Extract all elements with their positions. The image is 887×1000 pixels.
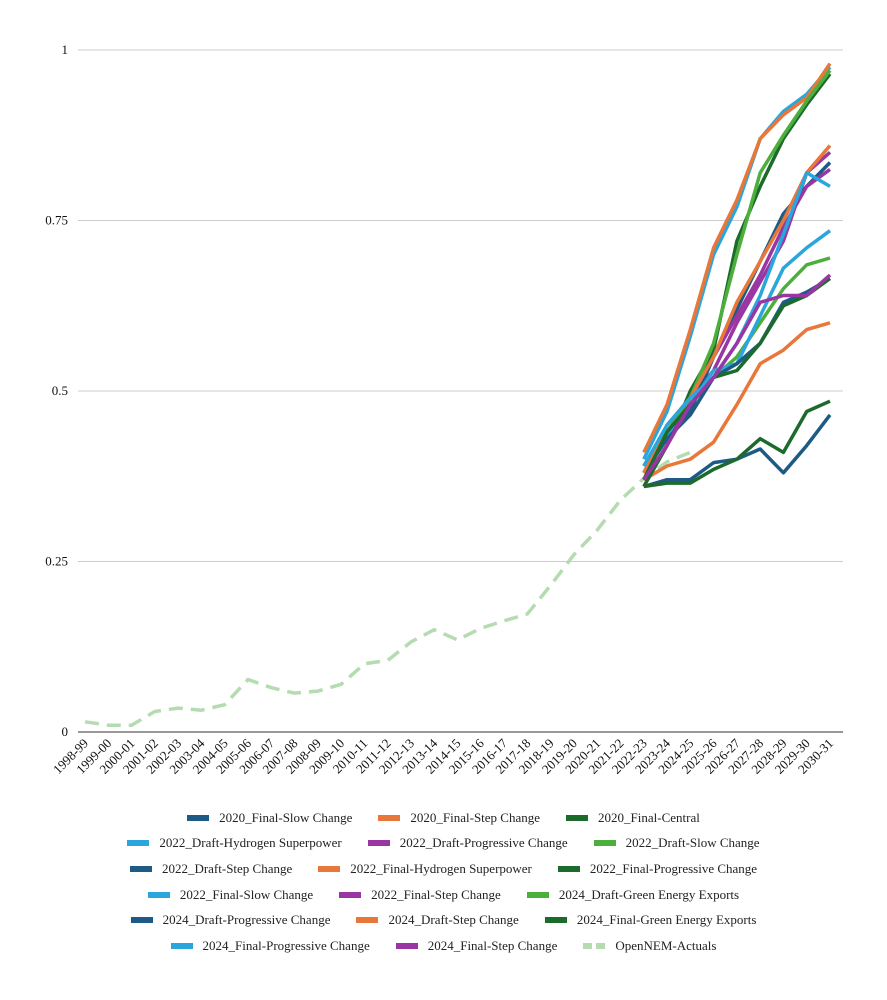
- legend-item: 2024_Final-Step Change: [395, 937, 558, 954]
- legend-item: 2022_Final-Slow Change: [147, 886, 314, 903]
- legend-swatch: [318, 865, 341, 872]
- legend-swatch: [187, 814, 210, 821]
- legend-row: 2022_Draft-Step Change 2022_Final-Hydroge…: [0, 856, 887, 882]
- legend-label: 2024_Final-Step Change: [427, 937, 558, 953]
- series-line: [642, 321, 831, 482]
- series-line: [642, 65, 832, 460]
- legend-swatch: [367, 840, 390, 847]
- legend-item: 2020_Final-Step Change: [378, 810, 540, 826]
- y-tick-label: 0.75: [45, 213, 68, 228]
- legend-label: 2022_Draft-Progressive Change: [399, 835, 568, 851]
- legend-row: 2022_Final-Slow Change 2022_Final-Step Ch…: [0, 882, 887, 908]
- legend-swatch: [130, 917, 153, 924]
- legend-item: 2022_Final-Hydrogen Superpower: [318, 861, 532, 877]
- legend-swatch: [526, 891, 549, 898]
- legend-row: 2024_Draft-Progressive Change 2024_Draft-…: [0, 907, 887, 933]
- legend-label: 2022_Draft-Hydrogen Superpower: [159, 835, 342, 851]
- legend-item: 2020_Final-Slow Change: [187, 810, 352, 826]
- legend-row: 2024_Final-Progressive Change 2024_Final-…: [0, 933, 887, 959]
- legend-item: 2022_Draft-Step Change: [129, 860, 293, 877]
- legend-swatch: [356, 917, 379, 924]
- y-tick-label: 0.25: [45, 554, 68, 569]
- legend-label: 2022_Draft-Step Change: [161, 860, 293, 876]
- y-tick-label: 0: [62, 724, 69, 739]
- legend-swatch: [395, 942, 418, 949]
- legend-item: 2022_Final-Step Change: [339, 887, 501, 903]
- legend-label: 2022_Final-Hydrogen Superpower: [350, 860, 532, 876]
- legend-swatch: [129, 865, 152, 872]
- legend-swatch: [378, 814, 401, 821]
- legend-item: 2022_Draft-Hydrogen Superpower: [127, 835, 342, 851]
- legend-label: 2020_Final-Central: [598, 809, 700, 825]
- legend-label: 2024_Final-Progressive Change: [202, 937, 370, 953]
- legend-swatch: [147, 891, 170, 898]
- series-line: [643, 399, 831, 489]
- legend-item: 2020_Final-Central: [566, 810, 700, 826]
- y-tick-label: 0.5: [52, 383, 68, 398]
- legend-swatch: [127, 840, 150, 847]
- legend-item: 2024_Draft-Step Change: [356, 912, 519, 928]
- series-line: [642, 62, 832, 454]
- legend-item: 2024_Final-Progressive Change: [170, 937, 370, 954]
- legend: 2020_Final-Slow Change 2020_Final-Step Ch…: [0, 805, 887, 959]
- legend-row: 2020_Final-Slow Change 2020_Final-Step Ch…: [0, 805, 887, 831]
- legend-label: 2024_Draft-Green Energy Exports: [558, 886, 740, 902]
- legend-item: 2022_Final-Progressive Change: [557, 860, 758, 877]
- legend-swatch: [170, 942, 193, 949]
- legend-label: 2022_Final-Progressive Change: [589, 860, 758, 876]
- legend-item: OpenNEM-Actuals: [583, 938, 716, 954]
- legend-label: 2022_Final-Step Change: [371, 886, 501, 902]
- legend-item: 2024_Draft-Green Energy Exports: [526, 886, 740, 903]
- legend-label: 2022_Draft-Slow Change: [625, 835, 760, 851]
- legend-label: 2020_Final-Step Change: [410, 809, 541, 825]
- legend-swatch: [339, 891, 362, 898]
- series-line: [642, 273, 832, 481]
- legend-label: OpenNEM-Actuals: [615, 937, 717, 953]
- legend-swatch: [583, 942, 606, 949]
- series-line: [642, 277, 832, 481]
- y-tick-label: 1: [62, 42, 69, 57]
- chart: 00.250.50.7511998-991999-002000-012001-0…: [45, 42, 843, 777]
- legend-item: 2022_Draft-Slow Change: [593, 835, 760, 851]
- legend-item: 2024_Final-Green Energy Exports: [544, 912, 757, 928]
- legend-label: 2024_Draft-Step Change: [388, 912, 519, 928]
- legend-item: 2022_Draft-Progressive Change: [367, 835, 568, 851]
- legend-label: 2020_Final-Slow Change: [219, 809, 353, 825]
- legend-label: 2024_Final-Green Energy Exports: [576, 912, 757, 928]
- legend-label: 2022_Final-Slow Change: [179, 886, 314, 902]
- series-line: [84, 450, 691, 727]
- legend-swatch: [566, 814, 589, 821]
- legend-swatch: [593, 840, 616, 847]
- legend-swatch: [557, 865, 580, 872]
- legend-item: 2024_Draft-Progressive Change: [130, 912, 331, 928]
- legend-row: 2022_Draft-Hydrogen Superpower 2022_Draft…: [0, 831, 887, 857]
- legend-swatch: [544, 917, 567, 924]
- legend-label: 2024_Draft-Progressive Change: [162, 912, 331, 928]
